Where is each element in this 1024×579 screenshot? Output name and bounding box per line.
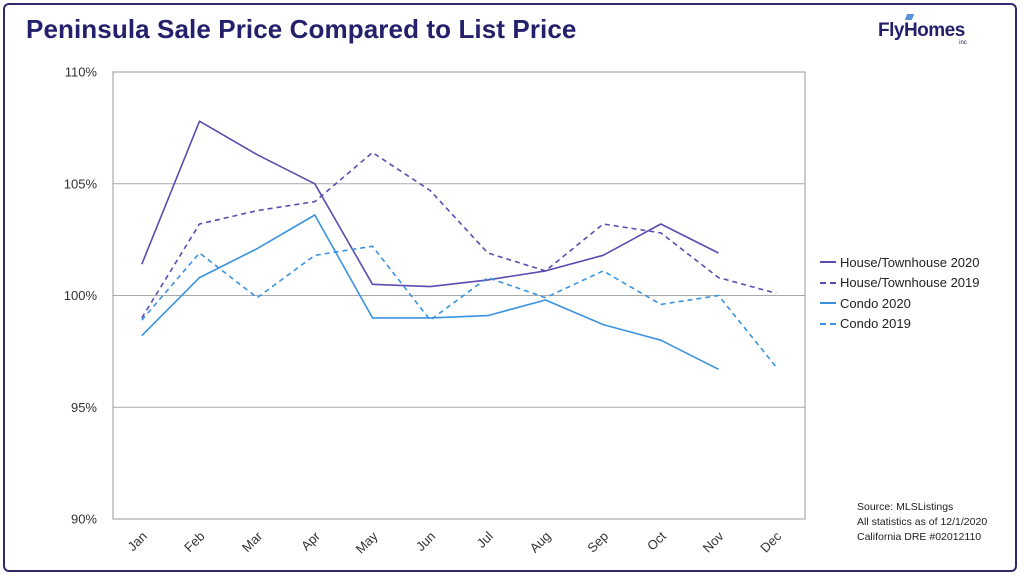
x-axis-tick-labels: Jan Feb Mar Apr May Jun Jul Aug Sep Oct Nov Dec: [125, 528, 785, 556]
x-tick-label: Jun: [413, 529, 438, 554]
chart-title: Peninsula Sale Price Compared to List Pr…: [26, 14, 577, 44]
legend-swatch: [820, 322, 836, 325]
legend-item: House/Townhouse 2020: [820, 252, 980, 273]
source-notes: Source: MLSListings All statistics as of…: [857, 500, 987, 545]
x-tick-label: Mar: [239, 528, 266, 555]
y-tick-label: 95%: [71, 400, 97, 415]
x-tick-label: Feb: [181, 529, 207, 555]
flyhomes-logo: FlyHomes inc: [878, 14, 967, 46]
stats-date-line: All statistics as of 12/1/2020: [857, 516, 988, 528]
legend-label: House/Townhouse 2019: [840, 275, 980, 291]
x-tick-label: Dec: [757, 528, 784, 555]
x-tick-label: Oct: [644, 528, 669, 553]
x-tick-label: Sep: [584, 529, 611, 556]
legend-swatch: [820, 302, 836, 305]
x-tick-label: Jul: [474, 528, 496, 550]
series-line: [141, 245, 777, 368]
logo-text: FlyHomes: [878, 20, 965, 41]
y-axis-tick-labels: 90% 95% 100% 105% 110%: [64, 65, 98, 527]
x-tick-label: Jan: [125, 529, 150, 554]
y-tick-label: 100%: [64, 288, 98, 303]
chart-legend: House/Townhouse 2020 House/Townhouse 2019…: [820, 252, 980, 334]
legend-item: Condo 2020: [820, 293, 980, 314]
legend-swatch: [820, 261, 836, 264]
dre-line: California DRE #02012110: [857, 531, 982, 543]
legend-label: Condo 2019: [840, 316, 911, 332]
legend-item: Condo 2019: [820, 314, 980, 335]
x-tick-label: Apr: [298, 528, 323, 553]
x-tick-label: Aug: [527, 529, 554, 556]
y-tick-label: 90%: [71, 512, 97, 527]
grid-lines: [112, 71, 806, 520]
chart-frame: [3, 3, 1017, 572]
legend-label: Condo 2020: [840, 295, 911, 311]
source-line: Source: MLSListings: [857, 501, 954, 513]
series-line: [141, 214, 719, 371]
x-tick-label: Nov: [700, 528, 727, 555]
series-line: [141, 151, 777, 319]
legend-item: House/Townhouse 2019: [820, 273, 980, 294]
legend-swatch: [820, 281, 836, 284]
legend-label: House/Townhouse 2020: [840, 254, 980, 270]
x-tick-label: May: [353, 528, 381, 556]
logo-suffix: inc: [959, 40, 967, 46]
y-tick-label: 105%: [64, 176, 98, 191]
series-line: [141, 120, 719, 288]
y-tick-label: 110%: [65, 65, 98, 80]
plot-area-border: [112, 71, 806, 520]
series-lines: [141, 120, 777, 371]
